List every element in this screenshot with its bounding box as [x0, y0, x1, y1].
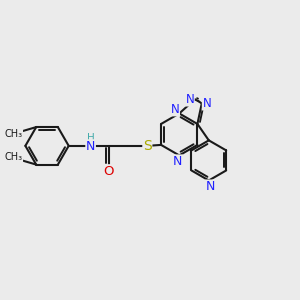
- Text: CH₃: CH₃: [4, 152, 22, 163]
- Text: N: N: [185, 93, 194, 106]
- Text: N: N: [86, 140, 95, 153]
- Text: CH₃: CH₃: [4, 129, 22, 139]
- Text: N: N: [206, 180, 215, 193]
- Text: O: O: [103, 165, 114, 178]
- Text: N: N: [173, 155, 182, 168]
- Text: H: H: [87, 133, 94, 143]
- Text: N: N: [202, 97, 211, 110]
- Text: S: S: [143, 139, 152, 153]
- Text: N: N: [171, 103, 179, 116]
